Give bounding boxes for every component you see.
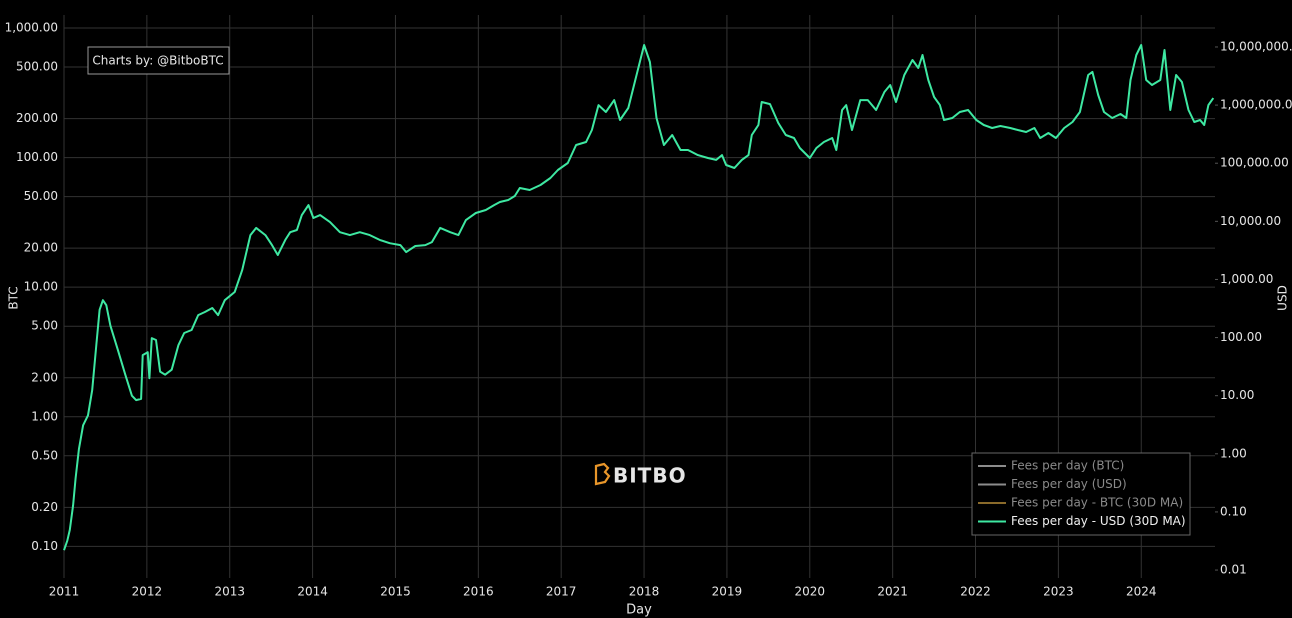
legend-label: Fees per day - USD (30D MA) — [1011, 514, 1186, 528]
legend: Fees per day (BTC) Fees per day (USD) Fees… — [971, 452, 1191, 536]
y2-tick-label: 1,000.00 — [1220, 272, 1273, 286]
y-tick-label: 10.00 — [24, 280, 58, 294]
y-axis-title: BTC — [7, 286, 21, 309]
x-tick-label: 2024 — [1126, 585, 1157, 599]
x-tick-label: 2015 — [380, 585, 411, 599]
y-tick-label: 100.00 — [16, 150, 58, 164]
y-tick-label: 1,000.00 — [5, 21, 58, 35]
y2-tick-label: 0.01 — [1220, 563, 1247, 577]
x-tick-label: 2014 — [297, 585, 328, 599]
y2-tick-label: 10.00 — [1220, 388, 1254, 402]
legend-frame — [971, 452, 1191, 536]
annotation-box: Charts by: @BitboBTC — [87, 46, 230, 75]
x-tick-label: 2019 — [712, 585, 743, 599]
x-tick-label: 2012 — [132, 585, 163, 599]
y2-tick-label: 100.00 — [1220, 330, 1262, 344]
y-tick-label: 0.20 — [31, 500, 58, 514]
y-tick-label: 0.50 — [31, 448, 58, 462]
x-tick-label: 2017 — [546, 585, 577, 599]
y2-tick-label: 0.10 — [1220, 504, 1247, 518]
y2-axis-title: USD — [1276, 285, 1290, 311]
x-tick-label: 2018 — [629, 585, 660, 599]
x-tick-label: 2021 — [877, 585, 908, 599]
legend-label: Fees per day (USD) — [1011, 477, 1127, 491]
y-tick-label: 50.00 — [24, 189, 58, 203]
y-tick-label: 0.10 — [31, 539, 58, 553]
x-tick-label: 2013 — [214, 585, 245, 599]
annotation: Charts by: @BitboBTC — [92, 54, 223, 68]
y-tick-label: 200.00 — [16, 111, 58, 125]
y2-tick-label: 10,000,000. — [1220, 39, 1292, 53]
legend-label: Fees per day - BTC (30D MA) — [1011, 496, 1183, 510]
y2-tick-label: 1,000,000.0 — [1220, 98, 1292, 112]
y-tick-label: 2.00 — [31, 370, 58, 384]
x-tick-label: 2011 — [49, 585, 80, 599]
y2-tick-label: 10,000.00 — [1220, 214, 1281, 228]
y-tick-label: 1.00 — [31, 409, 58, 423]
x-axis-title: Day — [626, 603, 652, 618]
watermark: BITBO — [594, 462, 687, 488]
y2-tick-label: 1.00 — [1220, 446, 1247, 460]
y-tick-label: 20.00 — [24, 241, 58, 255]
y-tick-label: 500.00 — [16, 60, 58, 74]
watermark-text: BITBO — [613, 464, 687, 488]
x-tick-label: 2016 — [463, 585, 494, 599]
legend-label: Fees per day (BTC) — [1011, 459, 1124, 473]
y-tick-label: 5.00 — [31, 319, 58, 333]
x-tick-label: 2023 — [1043, 585, 1074, 599]
annotation-frame — [87, 46, 230, 75]
x-tick-label: 2022 — [960, 585, 991, 599]
y2-tick-label: 100,000.00 — [1220, 156, 1289, 170]
plot — [63, 44, 1215, 551]
series-line — [63, 44, 1215, 551]
x-tick-label: 2020 — [795, 585, 826, 599]
watermark-icon — [594, 462, 611, 486]
